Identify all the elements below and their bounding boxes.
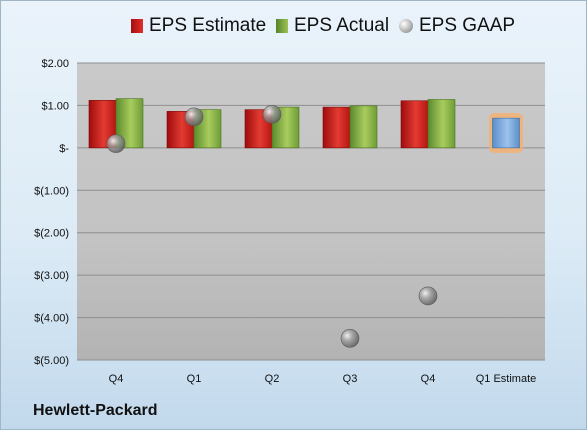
legend-item-eps-estimate: EPS Estimate: [131, 15, 266, 37]
bar-q1-estimate: [492, 117, 520, 149]
y-tick-label: $(5.00): [34, 355, 69, 367]
marker-eps-gaap: [340, 329, 360, 348]
bar-eps-estimate: [322, 106, 351, 149]
marker-eps-gaap: [106, 134, 126, 153]
plot-area: [77, 63, 545, 360]
legend-swatch-gaap: [399, 19, 413, 33]
legend-label-gaap: EPS GAAP: [419, 15, 516, 36]
legend-label-actual: EPS Actual: [294, 15, 390, 36]
marker-eps-gaap: [418, 286, 438, 306]
bar-eps-actual: [427, 99, 456, 149]
y-tick-label: $-: [59, 143, 69, 155]
y-tick-label: $(2.00): [34, 228, 69, 240]
y-tick-label: $(1.00): [34, 185, 69, 197]
x-tick-label: Q2: [265, 373, 280, 385]
y-tick-label: $2.00: [41, 58, 69, 70]
y-tick-label: $(4.00): [34, 313, 69, 325]
legend-swatch-actual: [276, 19, 288, 33]
chart-legend: EPS Estimate EPS Actual EPS GAAP: [1, 15, 586, 45]
x-tick-label: Q1: [187, 373, 202, 385]
y-tick-label: $(3.00): [34, 270, 69, 282]
x-tick-label: Q4: [421, 373, 436, 385]
company-name: Hewlett-Packard: [33, 402, 158, 419]
x-tick-label: Q3: [343, 373, 358, 385]
bar-eps-actual: [349, 105, 378, 149]
legend-label-estimate: EPS Estimate: [149, 15, 267, 36]
legend-swatch-estimate: [131, 19, 143, 33]
y-tick-label: $1.00: [41, 100, 69, 112]
marker-eps-gaap: [262, 105, 282, 124]
legend-item-eps-gaap: EPS GAAP: [399, 15, 515, 37]
legend-item-eps-actual: EPS Actual: [276, 15, 389, 37]
marker-eps-gaap: [184, 107, 204, 127]
x-tick-label: Q1 Estimate: [476, 373, 537, 385]
bar-eps-estimate: [400, 100, 429, 149]
x-tick-label: Q4: [109, 373, 124, 385]
